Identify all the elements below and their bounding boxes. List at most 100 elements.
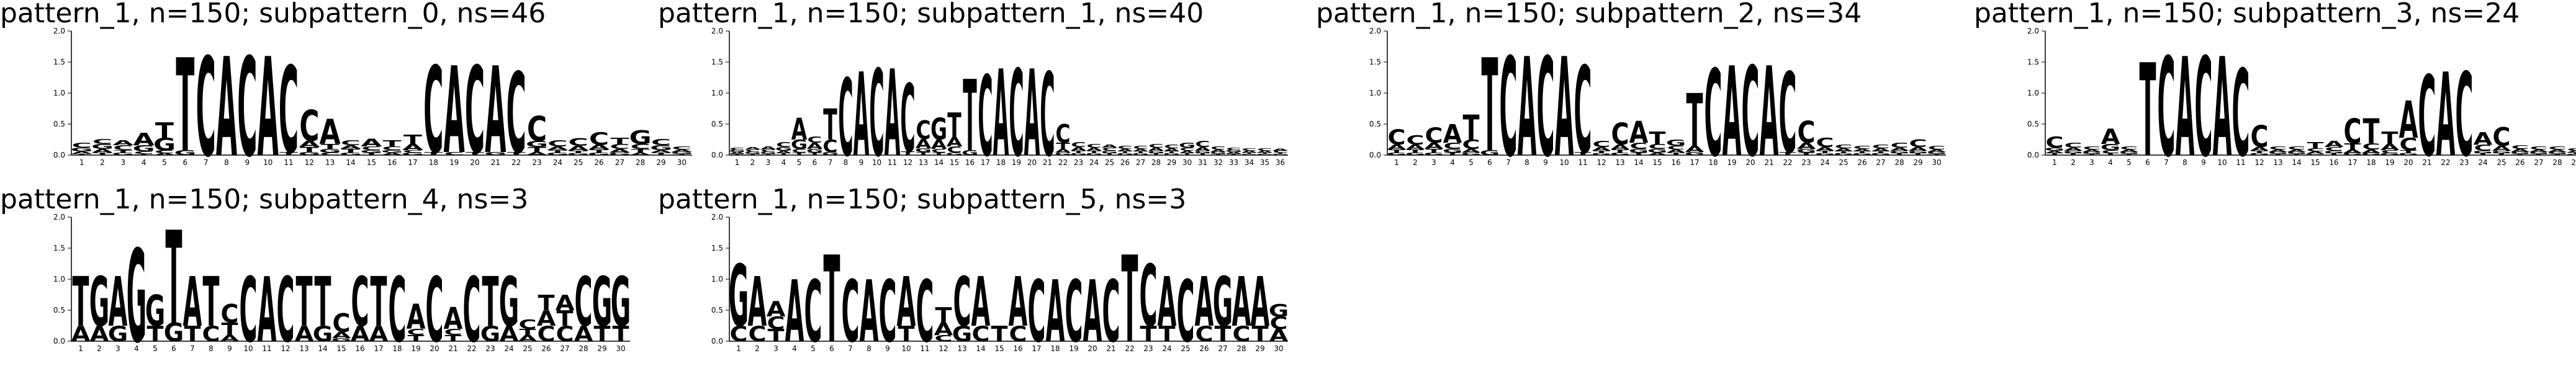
logo-letter-a: A xyxy=(1195,146,1211,152)
svg-text:A: A xyxy=(2213,30,2232,188)
svg-text:G: G xyxy=(1666,138,1686,148)
x-tick-label: 5 xyxy=(162,158,167,167)
logo-letter-c: C xyxy=(556,322,574,347)
svg-text:T: T xyxy=(2269,153,2286,155)
svg-text:T: T xyxy=(1481,32,1498,181)
x-tick-label: 9 xyxy=(859,158,864,167)
logo-letter-c: C xyxy=(1179,147,1194,152)
x-tick-label: 1 xyxy=(735,158,740,167)
logo-letter-g: G xyxy=(112,152,134,156)
svg-text:G: G xyxy=(1592,153,1611,156)
x-tick-label: 25 xyxy=(1181,344,1190,353)
logo-letter-c: C xyxy=(2474,143,2492,153)
x-tick-label: 35 xyxy=(1260,158,1269,167)
x-tick-label: 30 xyxy=(1274,344,1283,353)
y-tick-label: 1.0 xyxy=(53,275,65,283)
logo-letter-c: C xyxy=(279,42,299,180)
logo-letter-t: T xyxy=(1910,153,1927,156)
svg-text:T: T xyxy=(2549,153,2565,155)
svg-text:C: C xyxy=(2548,146,2566,151)
logo-letter-t: T xyxy=(610,136,629,146)
logo-letter-g: G xyxy=(1179,141,1196,150)
logo-letter-a: A xyxy=(897,264,916,342)
svg-text:G: G xyxy=(1834,153,1853,156)
svg-text:C: C xyxy=(155,150,174,154)
logo-letter-t: T xyxy=(808,152,821,156)
svg-text:A: A xyxy=(791,112,808,147)
svg-text:A: A xyxy=(518,334,538,344)
logo-letter-t: T xyxy=(1214,322,1232,347)
logo-letter-c: C xyxy=(407,328,425,337)
logo-letter-t: T xyxy=(2344,142,2361,152)
logo-letter-c: C xyxy=(1071,141,1086,149)
x-tick-label: 8 xyxy=(1524,158,1529,167)
logo-letter-c: C xyxy=(1009,45,1024,184)
logo-letter-t: T xyxy=(730,153,744,155)
svg-text:C: C xyxy=(2064,141,2082,150)
logo-letter-c: C xyxy=(1139,246,1157,346)
logo-letter-c: C xyxy=(1027,262,1045,361)
svg-text:A: A xyxy=(1462,148,1481,154)
logo-letter-g: G xyxy=(1908,150,1929,154)
svg-text:G: G xyxy=(1269,301,1289,321)
logo-letter-c: C xyxy=(2548,146,2566,151)
svg-text:G: G xyxy=(1796,148,1816,154)
svg-text:A: A xyxy=(1629,115,1649,150)
svg-text:T: T xyxy=(901,150,915,156)
svg-text:C: C xyxy=(2511,144,2529,150)
svg-text:T: T xyxy=(2382,128,2399,148)
svg-text:C: C xyxy=(631,143,651,151)
logo-letter-t: T xyxy=(1686,79,1703,164)
svg-text:G: G xyxy=(1852,153,1872,156)
x-tick-label: 11 xyxy=(284,158,293,167)
logo-letter-g: G xyxy=(1852,153,1872,156)
logo-letter-a: A xyxy=(748,264,767,342)
logo-letter-g: G xyxy=(1194,150,1211,154)
svg-text:T: T xyxy=(1780,151,1797,156)
logo-letter-g: G xyxy=(1210,151,1227,154)
logo-letter-c: C xyxy=(672,146,691,151)
x-tick-label: 26 xyxy=(1120,158,1130,167)
logo-letter-t: T xyxy=(2475,153,2492,156)
svg-text:A: A xyxy=(258,258,277,362)
logo-letter-g: G xyxy=(313,322,333,347)
svg-text:C: C xyxy=(220,299,238,329)
x-tick-label: 28 xyxy=(636,158,645,167)
svg-text:C: C xyxy=(1139,246,1157,346)
logo-letter-a: A xyxy=(2306,151,2325,154)
svg-text:G: G xyxy=(112,152,134,156)
x-tick-label: 4 xyxy=(134,344,139,353)
logo-letter-c: C xyxy=(220,299,238,329)
svg-text:G: G xyxy=(1461,152,1482,156)
logo-letter-c: C xyxy=(1425,123,1443,148)
svg-text:T: T xyxy=(2065,153,2083,156)
logo-letter-c: C xyxy=(92,138,112,146)
svg-text:T: T xyxy=(991,322,1008,347)
svg-text:G: G xyxy=(71,147,93,153)
x-tick-label: 31 xyxy=(1198,158,1207,167)
svg-text:C: C xyxy=(2474,143,2492,153)
svg-text:G: G xyxy=(930,112,947,147)
logo-letter-g: G xyxy=(91,143,114,151)
svg-text:G: G xyxy=(2566,153,2576,155)
svg-text:C: C xyxy=(382,146,402,151)
logo-letter-g: G xyxy=(1443,148,1462,154)
svg-text:C: C xyxy=(202,322,220,347)
x-tick-label: 3 xyxy=(121,158,126,167)
logo-letter-c: C xyxy=(351,264,369,342)
svg-text:C: C xyxy=(388,258,406,362)
x-tick-label: 16 xyxy=(355,344,364,353)
logo-letter-g: G xyxy=(174,149,196,157)
logo-letter-t: T xyxy=(519,328,536,337)
logo-letter-t: T xyxy=(73,154,92,156)
logo-panel: pattern_1, n=150; subpattern_1, ns=40 0.0… xyxy=(658,0,1300,184)
logo-letter-c: C xyxy=(507,50,526,178)
x-tick-label: 18 xyxy=(1050,344,1060,353)
logo-letter-a: A xyxy=(1272,148,1289,151)
svg-text:C: C xyxy=(971,322,989,347)
svg-text:T: T xyxy=(403,132,423,147)
logo-letter-c: C xyxy=(1241,148,1256,151)
svg-text:T: T xyxy=(672,154,691,156)
logo-letter-t: T xyxy=(176,33,194,181)
logo-letter-t: T xyxy=(1835,151,1853,154)
